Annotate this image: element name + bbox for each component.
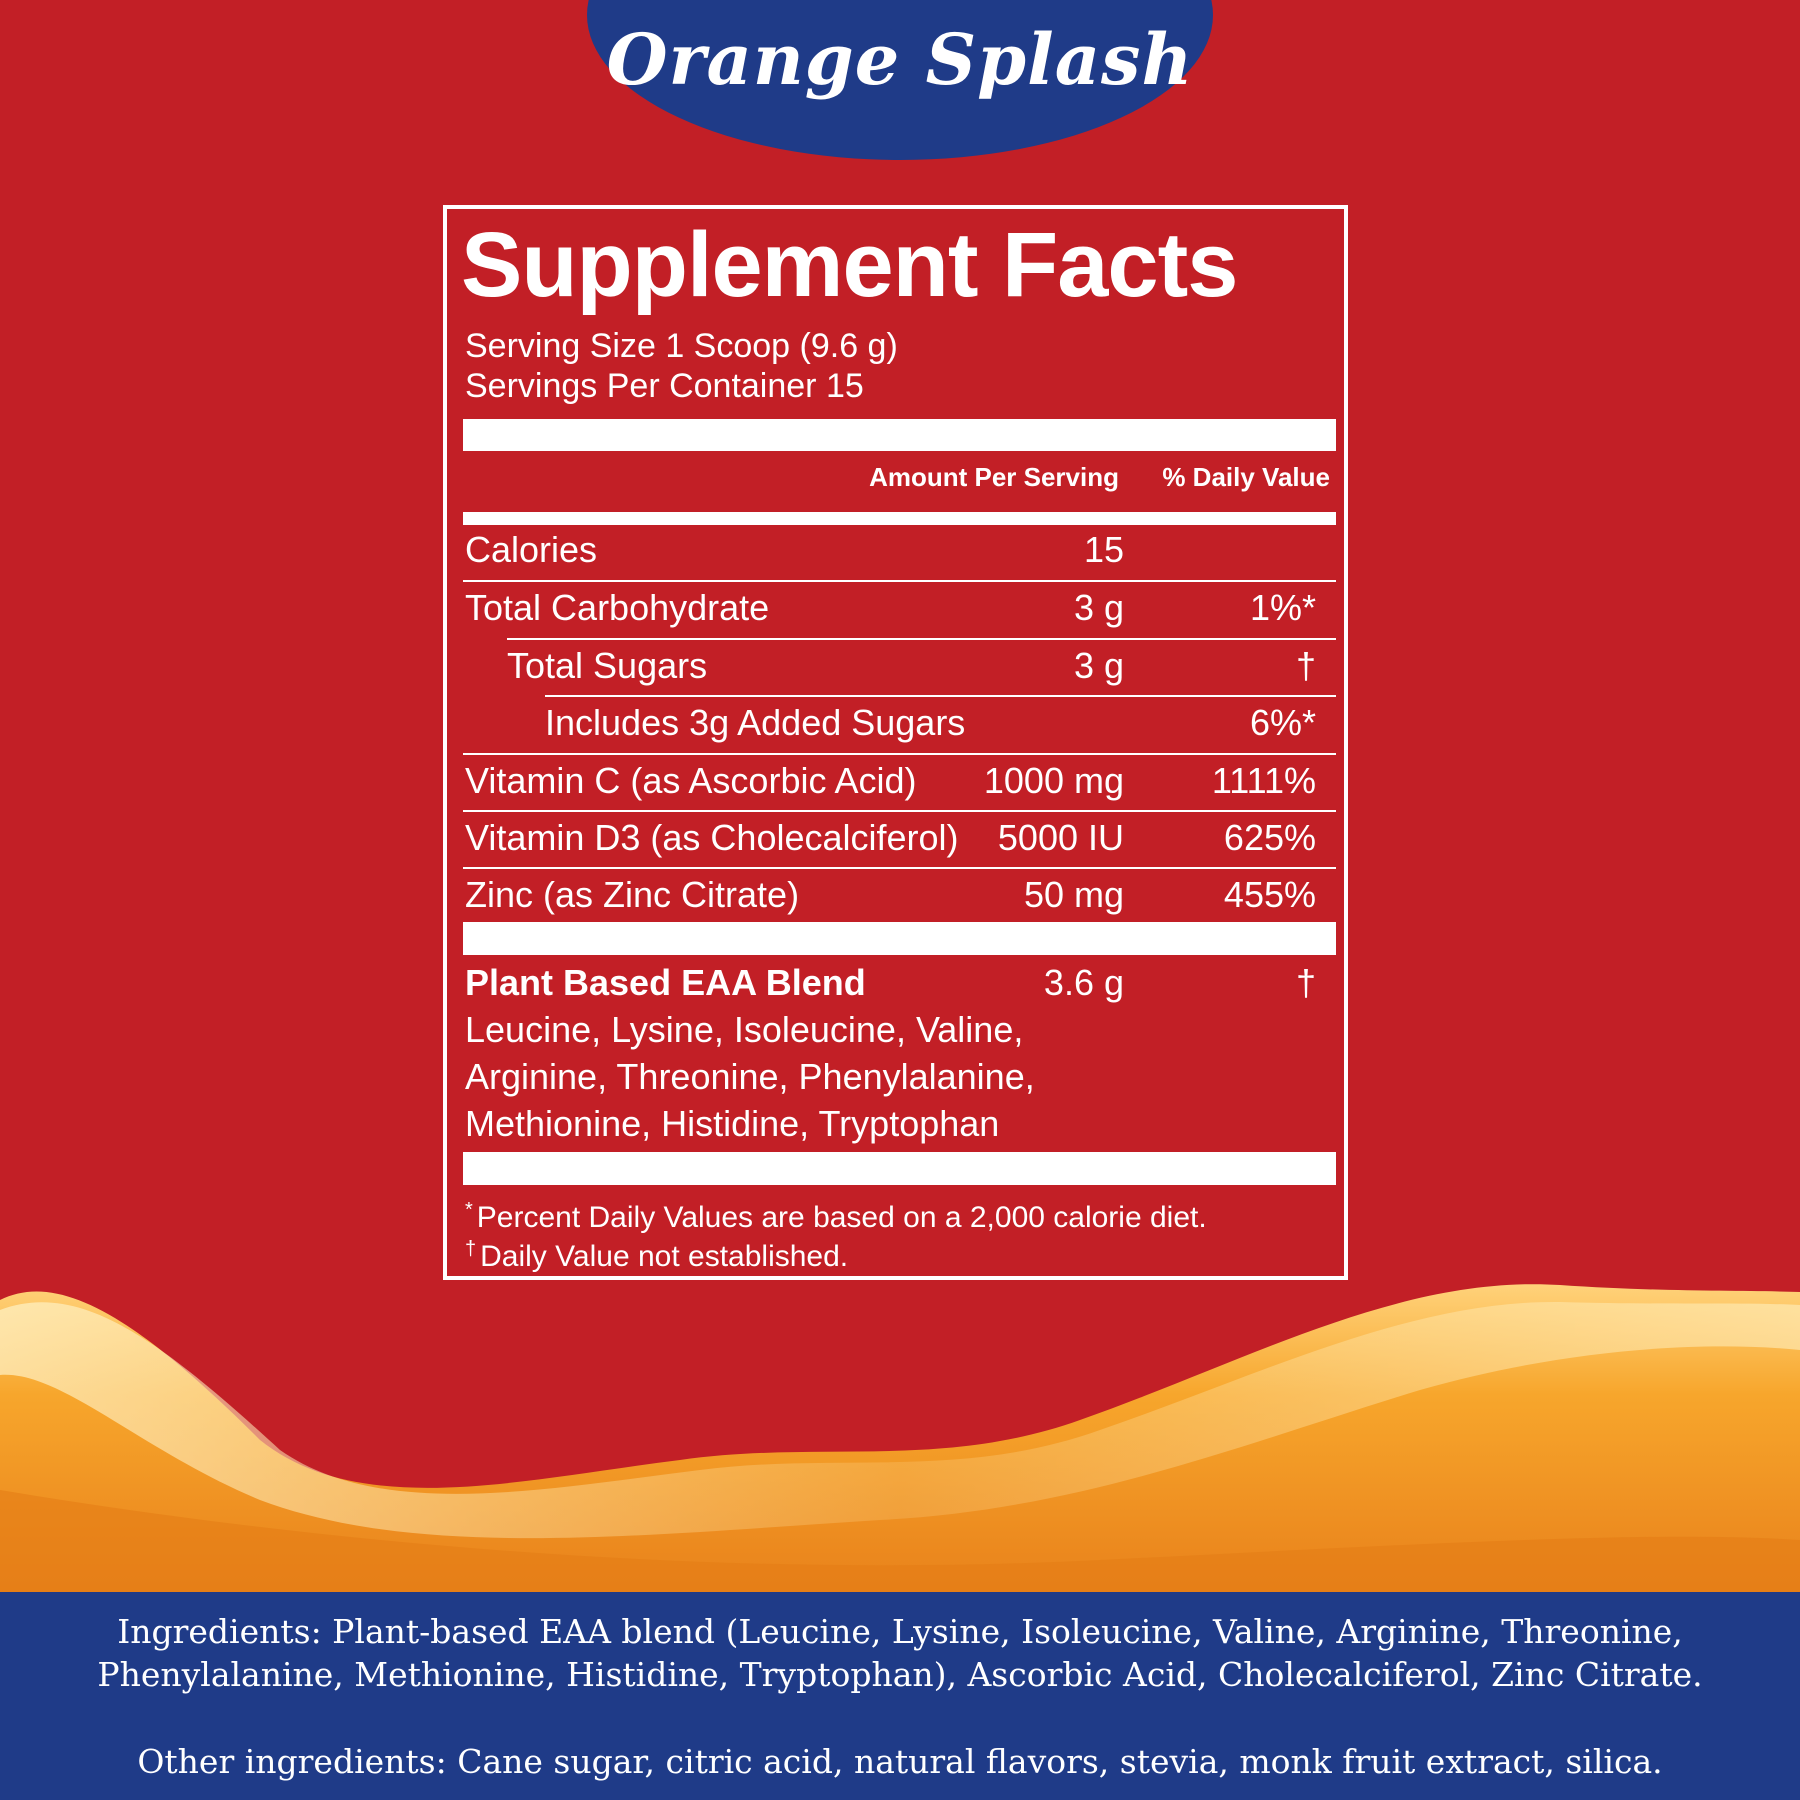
nutrient-name: Vitamin D3 (as Cholecalciferol) [465, 817, 959, 858]
footnote-text: Daily Value not established. [480, 1240, 849, 1273]
nutrient-name: Total Sugars [507, 645, 708, 686]
blend-ingredients-line: Leucine, Lysine, Isoleucine, Valine, [465, 1009, 1024, 1050]
footnote: * Percent Daily Values are based on a 2,0… [465, 1199, 1207, 1235]
ingredients-line: Ingredients: Plant-based EAA blend (Leuc… [117, 1612, 1683, 1651]
servings-per-container: Servings Per Container 15 [465, 367, 864, 405]
row-divider [463, 580, 1336, 582]
ingredients-band: Ingredients: Plant-based EAA blend (Leuc… [0, 1592, 1800, 1800]
nutrient-amount: 15 [1083, 529, 1124, 570]
nutrient-name: Includes 3g Added Sugars [545, 702, 966, 743]
nutrient-name: Calories [465, 529, 598, 570]
nutrient-dv: 1%* [1249, 587, 1316, 628]
nutrient-dv: 625% [1223, 817, 1316, 858]
nutrient-dv: 1111% [1211, 760, 1316, 801]
footnote-symbol: * [465, 1199, 473, 1221]
nutrient-amount: 3 g [1073, 645, 1124, 686]
footnote: † Daily Value not established. [465, 1238, 848, 1274]
facts-title: Supplement Facts [461, 214, 1238, 316]
nutrient-dv: 6%* [1249, 702, 1316, 743]
thick-divider [463, 1152, 1336, 1185]
ingredients-line: Phenylalanine, Methionine, Histidine, Tr… [97, 1655, 1703, 1694]
nutrient-amount: 1000 mg [983, 760, 1124, 801]
blend-amount: 3.6 g [1043, 962, 1124, 1003]
thick-divider [463, 419, 1336, 451]
other-ingredients: Other ingredients: Cane sugar, citric ac… [137, 1742, 1663, 1781]
header-daily-value: % Daily Value [1162, 462, 1330, 492]
row-divider [545, 695, 1336, 697]
nutrient-name: Total Carbohydrate [465, 587, 770, 628]
serving-size: Serving Size 1 Scoop (9.6 g) [465, 327, 898, 365]
nutrient-amount: 50 mg [1023, 874, 1124, 915]
medium-divider [463, 512, 1336, 525]
blend-ingredients-line: Arginine, Threonine, Phenylalanine, [465, 1056, 1035, 1097]
nutrient-dv: 455% [1223, 874, 1316, 915]
nutrient-amount: 3 g [1073, 587, 1124, 628]
nutrient-name: Zinc (as Zinc Citrate) [465, 874, 800, 915]
supplement-facts-panel: Supplement Facts Serving Size 1 Scoop (9… [443, 205, 1348, 1280]
orange-splash-wave [0, 1284, 1800, 1600]
flavor-title: Orange Splash [606, 18, 1194, 101]
blend-dv: † [1295, 962, 1316, 1003]
header-amount: Amount Per Serving [869, 462, 1119, 492]
blend-ingredients-line: Methionine, Histidine, Tryptophan [465, 1103, 1000, 1144]
nutrient-dv: † [1295, 645, 1316, 686]
footnote-text: Percent Daily Values are based on a 2,00… [476, 1201, 1207, 1234]
blend-name: Plant Based EAA Blend [465, 962, 866, 1003]
nutrient-name: Vitamin C (as Ascorbic Acid) [465, 760, 917, 801]
row-divider [463, 810, 1336, 812]
footnote-symbol: † [465, 1238, 477, 1260]
row-divider [507, 638, 1336, 640]
row-divider [463, 867, 1336, 869]
thick-divider [463, 922, 1336, 955]
row-divider [463, 753, 1336, 755]
nutrient-amount: 5000 IU [997, 817, 1124, 858]
